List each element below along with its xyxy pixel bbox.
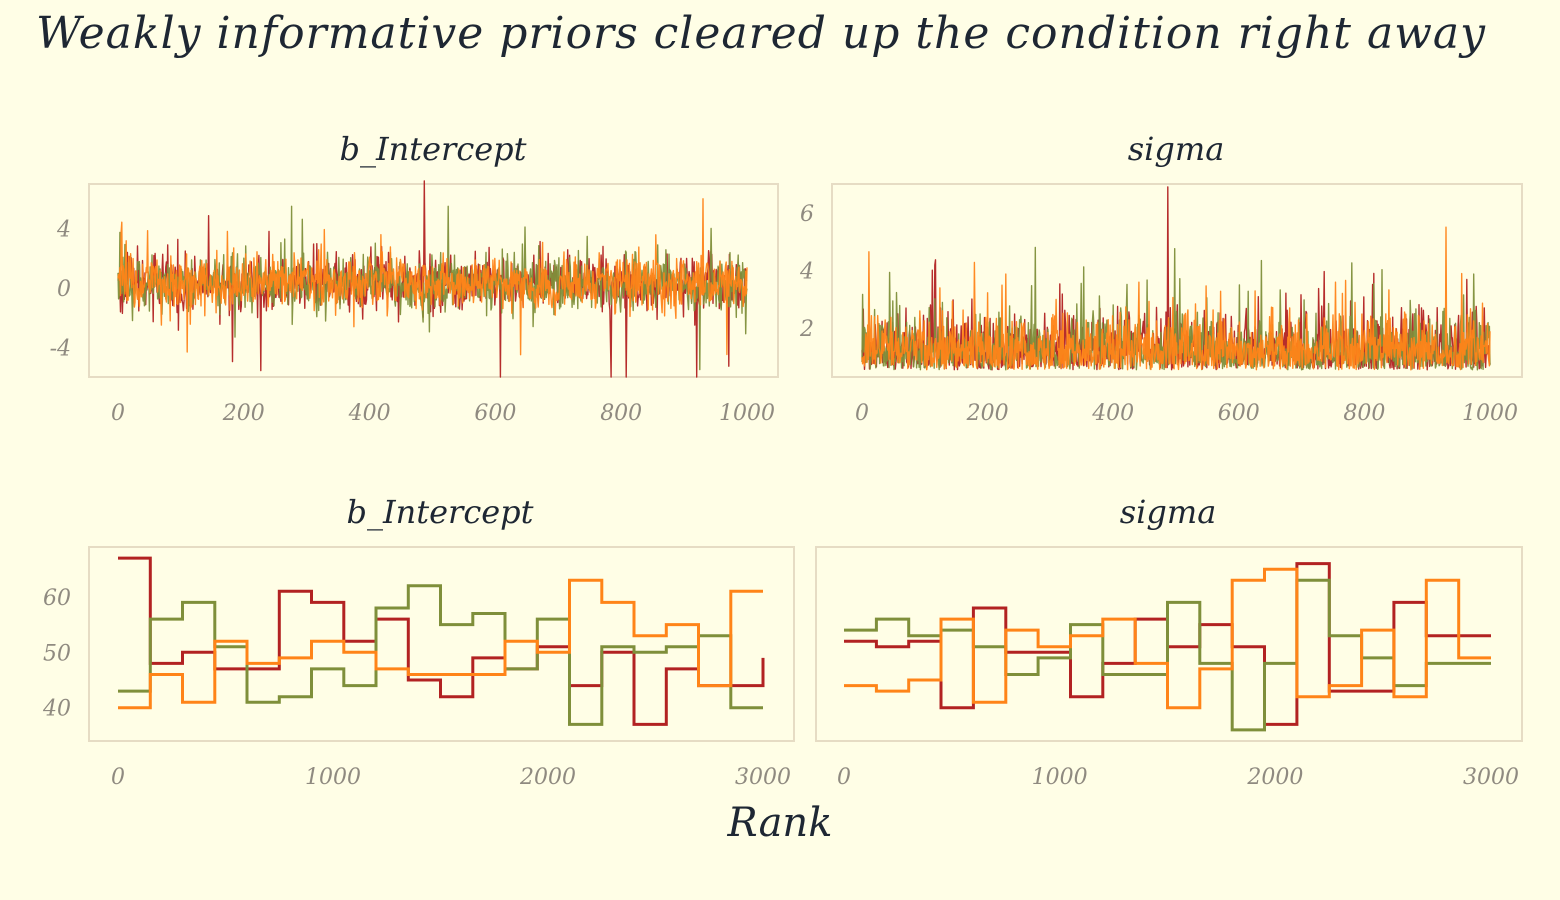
x-tick-label: 1000	[1462, 401, 1518, 426]
x-tick-label: 600	[1218, 401, 1260, 426]
y-tick-label: 40	[42, 697, 71, 722]
x-axis-label: Rank	[727, 800, 833, 846]
x-tick-label: 0	[111, 401, 125, 426]
x-tick-label: 600	[474, 401, 516, 426]
x-tick-label: 3000	[1463, 765, 1519, 790]
y-tick-label: 50	[43, 641, 71, 666]
panel-rank-b-intercept: b_Intercept 0 1000 2000 3000 60 50 40	[42, 493, 795, 790]
rank-series-chain-2	[118, 584, 763, 726]
panel-frame	[831, 183, 1523, 378]
y-tick-label: 0	[57, 277, 71, 302]
panel-trace-sigma: sigma 0 200 400 600 800 1000 6 4 2	[799, 130, 1523, 426]
panel-title: sigma	[1120, 493, 1217, 531]
panel-frame	[815, 546, 1523, 742]
x-tick-label: 2000	[519, 765, 576, 790]
rank-series-chain-3	[844, 567, 1491, 710]
trace-series-chain-3	[861, 226, 1491, 371]
panel-frame	[88, 183, 779, 378]
x-tick-label: 2000	[1246, 765, 1303, 790]
panel-frame	[88, 546, 795, 742]
x-tick-label: 400	[1091, 401, 1134, 426]
panel-title: b_Intercept	[346, 493, 533, 531]
rank-series-chain-1	[118, 556, 765, 726]
y-tick-label: 4	[799, 259, 814, 284]
y-tick-label: 6	[800, 202, 814, 227]
x-tick-label: 0	[855, 401, 869, 426]
panel-title: b_Intercept	[339, 130, 526, 168]
x-tick-label: 0	[837, 765, 851, 790]
x-tick-label: 200	[222, 401, 265, 426]
x-tick-label: 0	[111, 765, 125, 790]
y-tick-label: 4	[56, 218, 71, 243]
rank-series-chain-3	[118, 578, 763, 710]
x-tick-label: 800	[1343, 401, 1385, 426]
x-tick-label: 1000	[1032, 765, 1088, 790]
x-tick-label: 800	[600, 401, 642, 426]
x-tick-label: 1000	[719, 401, 775, 426]
y-tick-label: 60	[43, 586, 71, 611]
panel-title: sigma	[1128, 130, 1225, 168]
x-tick-label: 200	[966, 401, 1009, 426]
x-tick-label: 3000	[735, 765, 791, 790]
chart-title: Weakly informative priors cleared up the…	[36, 8, 1486, 59]
panel-rank-sigma: sigma 0 1000 2000 3000	[815, 493, 1523, 790]
y-tick-label: -4	[50, 336, 71, 361]
x-tick-label: 1000	[305, 765, 361, 790]
y-tick-label: 2	[799, 317, 814, 342]
trace-series-chain-3	[117, 198, 748, 356]
panel-trace-b-intercept: b_Intercept 0 200 400 600 800 1000 4 0 -4	[50, 130, 779, 426]
x-tick-label: 400	[348, 401, 391, 426]
